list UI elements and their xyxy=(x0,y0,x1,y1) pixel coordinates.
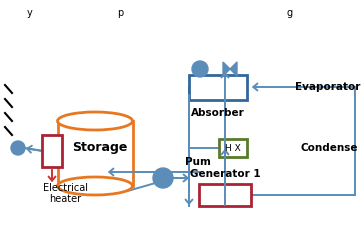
Circle shape xyxy=(192,61,208,77)
Ellipse shape xyxy=(58,177,132,195)
Polygon shape xyxy=(223,62,237,76)
Text: Electrical
heater: Electrical heater xyxy=(43,183,88,204)
Bar xyxy=(189,74,247,99)
Bar xyxy=(42,135,62,167)
Text: p: p xyxy=(117,8,123,18)
Text: Evaporator: Evaporator xyxy=(294,82,360,92)
Text: Absorber: Absorber xyxy=(191,108,245,118)
Text: g: g xyxy=(287,8,293,18)
Text: y: y xyxy=(27,8,33,18)
Text: H X: H X xyxy=(225,144,241,152)
Bar xyxy=(219,139,247,157)
Text: Condense: Condense xyxy=(301,143,358,153)
Bar xyxy=(199,184,251,206)
Bar xyxy=(58,121,132,186)
Text: Pum: Pum xyxy=(185,157,211,167)
Circle shape xyxy=(11,141,25,155)
Ellipse shape xyxy=(58,112,132,130)
Text: Generator 1: Generator 1 xyxy=(190,169,260,179)
Text: Storage: Storage xyxy=(72,141,128,154)
Circle shape xyxy=(153,168,173,188)
